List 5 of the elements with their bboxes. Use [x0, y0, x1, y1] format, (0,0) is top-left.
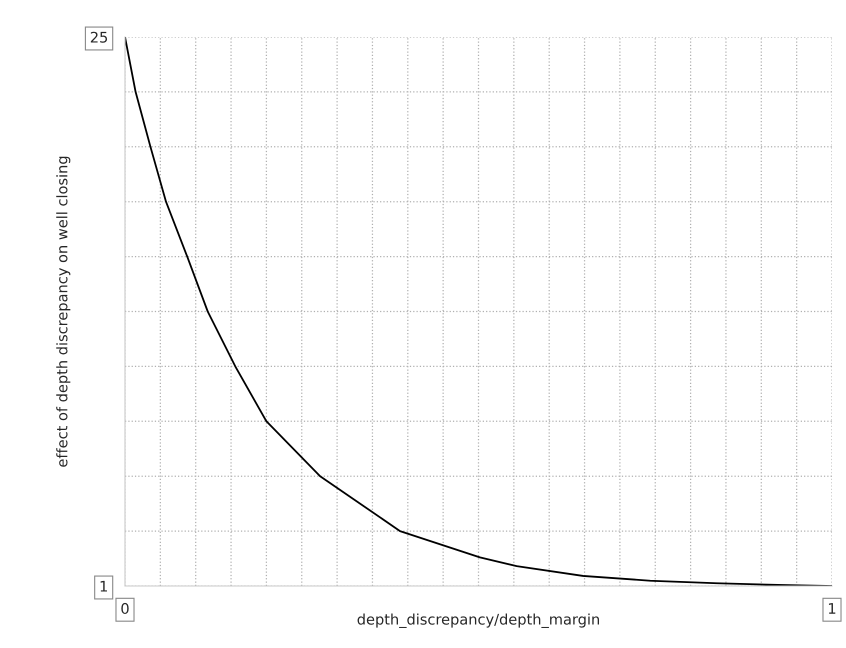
x-tick-label: 0	[121, 602, 129, 614]
y-axis-title: effect of depth discrepancy on well closing	[56, 156, 70, 467]
line-series	[125, 37, 832, 586]
y-tick-label: 25	[90, 32, 108, 43]
x-axis-title: depth_discrepancy/depth_margin	[358, 613, 599, 628]
